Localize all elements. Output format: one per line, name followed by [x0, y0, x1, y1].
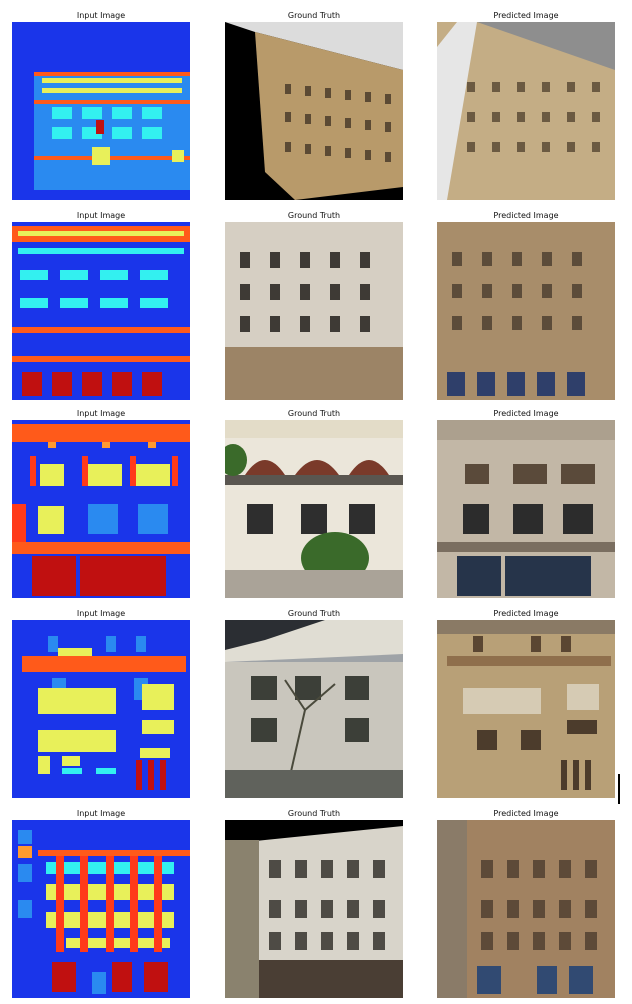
ground-truth-caption: Ground Truth — [287, 409, 341, 418]
ground-truth-caption: Ground Truth — [287, 211, 341, 220]
predicted-image-caption: Predicted Image — [493, 609, 559, 618]
predicted-image — [437, 420, 615, 598]
input-image-label-map — [12, 222, 190, 400]
ground-truth-photo — [225, 420, 403, 598]
ground-truth-photo — [225, 820, 403, 998]
input-image-label-map — [12, 620, 190, 798]
ground-truth-photo — [225, 620, 403, 798]
input-image-caption: Input Image — [76, 609, 126, 618]
predicted-image-caption: Predicted Image — [493, 809, 559, 818]
text-cursor-icon — [618, 774, 620, 804]
predicted-image — [437, 620, 615, 798]
ground-truth-photo — [225, 222, 403, 400]
ground-truth-caption: Ground Truth — [287, 11, 341, 20]
input-image-caption: Input Image — [76, 211, 126, 220]
predicted-image-caption: Predicted Image — [493, 11, 559, 20]
input-image-label-map — [12, 820, 190, 998]
predicted-image-caption: Predicted Image — [493, 409, 559, 418]
predicted-image-caption: Predicted Image — [493, 211, 559, 220]
input-image-caption: Input Image — [76, 11, 126, 20]
input-image-label-map — [12, 420, 190, 598]
input-image-caption: Input Image — [76, 809, 126, 818]
input-image-caption: Input Image — [76, 409, 126, 418]
ground-truth-caption: Ground Truth — [287, 809, 341, 818]
predicted-image — [437, 222, 615, 400]
ground-truth-caption: Ground Truth — [287, 609, 341, 618]
predicted-image — [437, 22, 615, 200]
input-image-label-map — [12, 22, 190, 200]
predicted-image — [437, 820, 615, 998]
ground-truth-photo — [225, 22, 403, 200]
